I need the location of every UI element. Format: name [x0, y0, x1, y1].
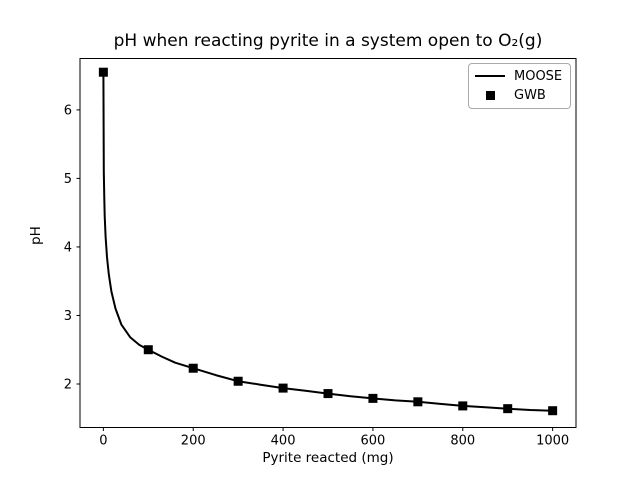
x-tick-label: 600 — [361, 434, 386, 449]
y-tick-label: 5 — [64, 172, 72, 187]
gwb-marker — [278, 383, 288, 393]
gwb-marker — [323, 389, 333, 399]
plot-frame — [79, 58, 577, 428]
gwb-marker — [458, 401, 468, 411]
gwb-marker — [413, 397, 423, 407]
line-sample-icon — [475, 75, 505, 78]
y-tick-label: 3 — [64, 309, 72, 324]
gwb-marker — [143, 345, 153, 355]
y-tick-label: 6 — [64, 103, 72, 118]
gwb-marker — [188, 363, 198, 373]
gwb-marker — [503, 404, 513, 414]
x-tick-label: 0 — [99, 434, 107, 449]
x-tick-label: 800 — [450, 434, 475, 449]
y-tick-label: 4 — [64, 240, 72, 255]
legend: MOOSE GWB — [468, 63, 571, 109]
legend-label-gwb: GWB — [514, 88, 546, 104]
y-tick-label: 2 — [64, 377, 72, 392]
gwb-marker — [548, 406, 558, 416]
square-marker-icon — [475, 91, 505, 101]
gwb-marker — [233, 376, 243, 386]
x-axis-label: Pyrite reacted (mg) — [262, 450, 394, 466]
x-tick-label: 400 — [271, 434, 296, 449]
chart-title: pH when reacting pyrite in a system open… — [113, 31, 543, 51]
x-tick-label: 1000 — [536, 434, 569, 449]
y-axis-label-text: pH — [28, 226, 44, 245]
moose-line — [102, 72, 553, 412]
legend-item-moose: MOOSE — [475, 67, 564, 86]
legend-item-gwb: GWB — [475, 86, 564, 105]
gwb-marker — [368, 393, 378, 403]
gwb-marker — [98, 67, 108, 77]
legend-label-moose: MOOSE — [514, 68, 563, 84]
x-tick-label: 200 — [181, 434, 206, 449]
